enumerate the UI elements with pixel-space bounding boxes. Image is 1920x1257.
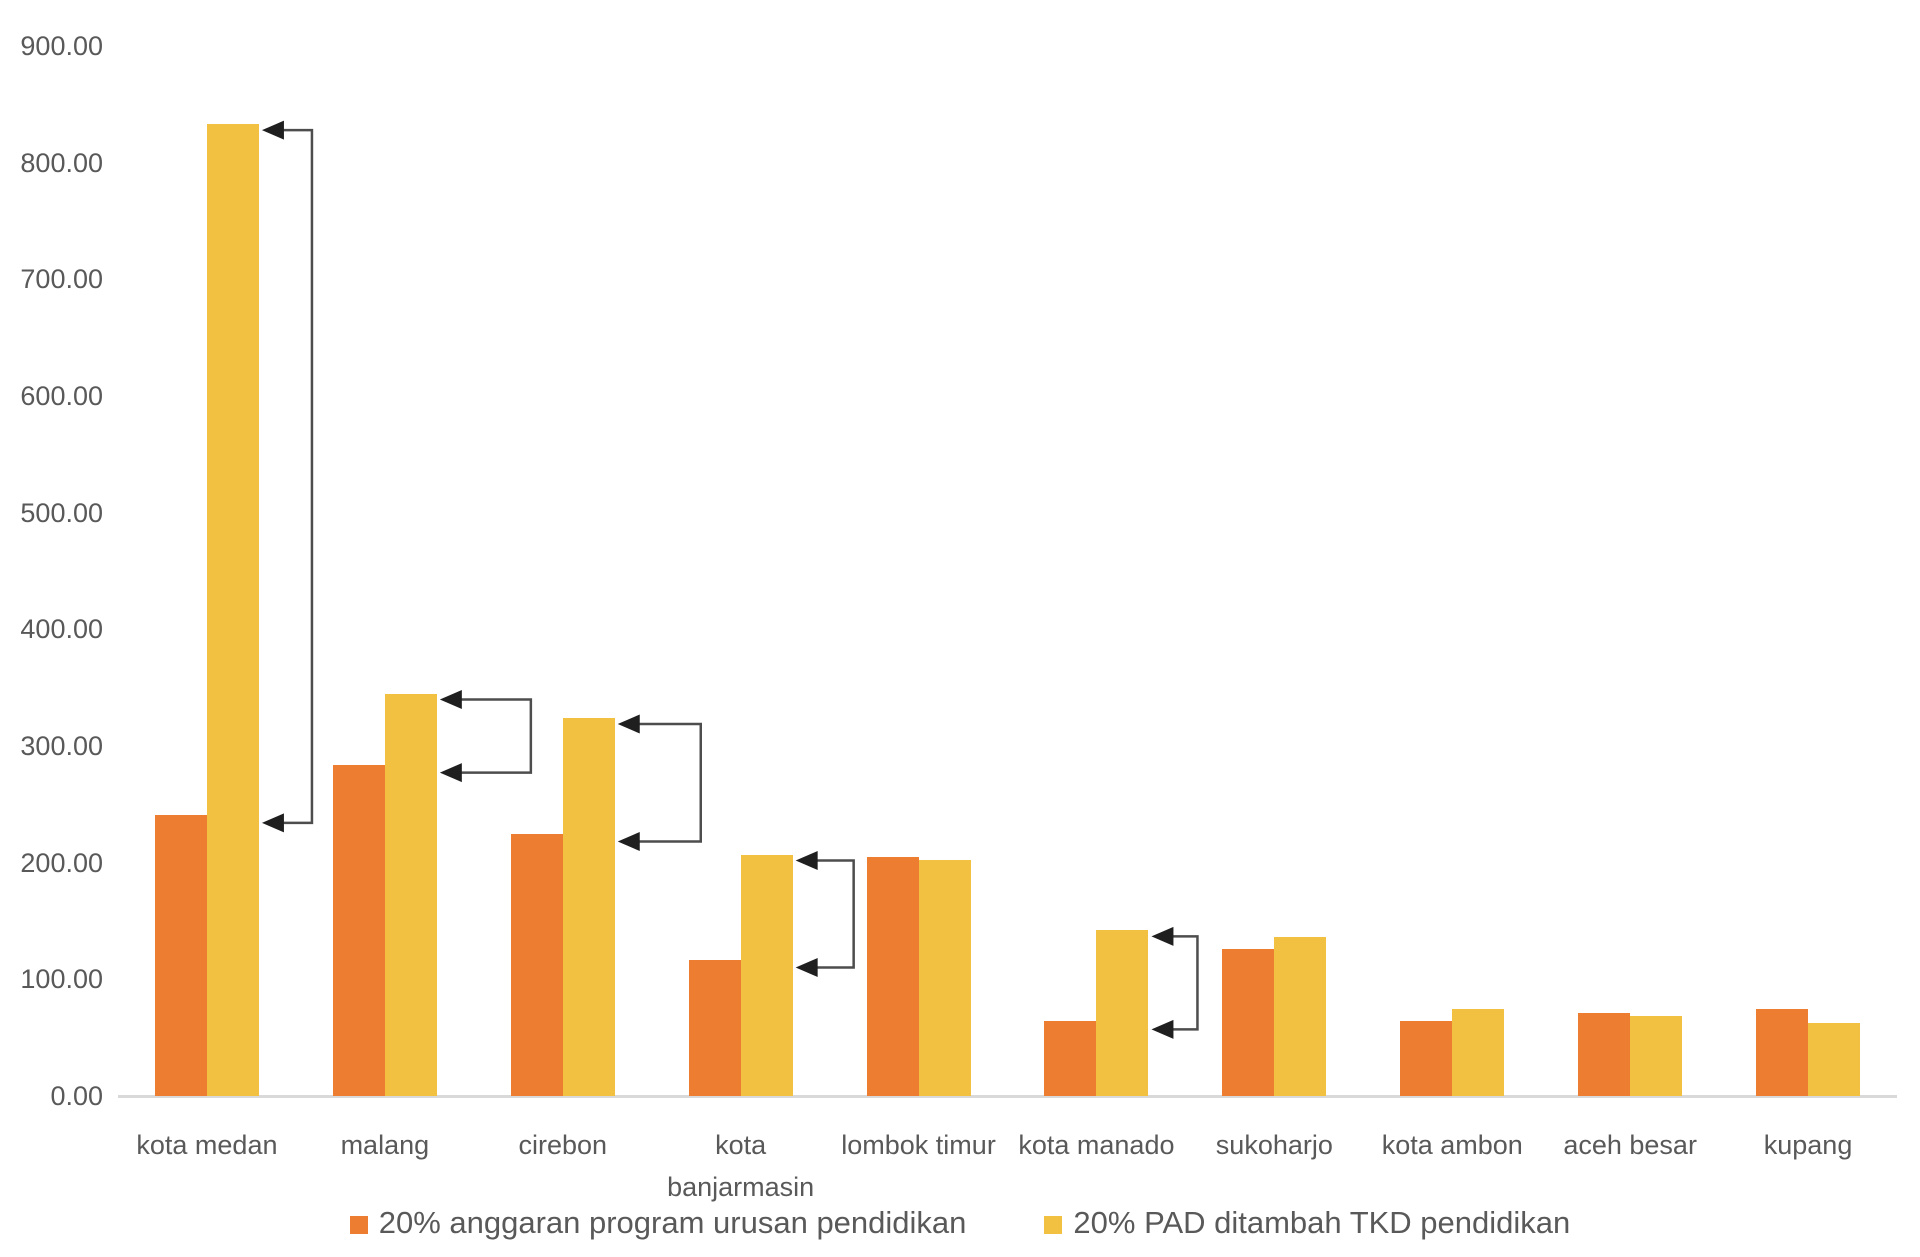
bar-yellow-kota-ambon — [1452, 1008, 1505, 1096]
x-axis-label-kota-banjarmasin: kota banjarmasin — [667, 1130, 815, 1202]
bar-yellow-kupang — [1808, 1022, 1861, 1096]
x-axis-label-lombok-timur: lombok timur — [841, 1130, 996, 1160]
y-axis-tick-label: 800.00 — [20, 147, 103, 178]
y-axis-tick-label: 500.00 — [20, 497, 103, 528]
legend-item-orange-series: 20% anggaran program urusan pendidikan — [349, 1205, 967, 1241]
bar-orange-malang — [332, 764, 385, 1096]
bar-orange-kota-ambon — [1400, 1021, 1453, 1096]
arrowhead-icon — [617, 832, 640, 851]
bar-orange-kota-manado — [1044, 1021, 1097, 1096]
bar-yellow-malang — [384, 693, 437, 1096]
x-axis-label-malang: malang — [340, 1130, 430, 1160]
bar-yellow-kota-banjarmasin — [740, 854, 793, 1096]
arrowhead-icon — [1151, 926, 1174, 946]
difference-arrow-kota-medan — [261, 120, 314, 833]
difference-arrow-kota-manado — [1151, 926, 1199, 1039]
legend-swatch-icon — [349, 1215, 368, 1234]
x-axis-label-sukoharjo: sukoharjo — [1215, 1130, 1333, 1160]
bar-orange-sukoharjo — [1222, 949, 1275, 1096]
y-axis-tick-label: 700.00 — [20, 264, 103, 295]
x-axis-line — [118, 1095, 1897, 1098]
bar-orange-lombok-timur — [866, 856, 919, 1096]
bar-orange-kota-medan — [154, 814, 207, 1096]
arrowhead-icon — [261, 120, 284, 140]
x-axis-label-kota-medan: kota medan — [136, 1130, 278, 1160]
arrowhead-icon — [795, 958, 818, 977]
y-axis-tick-label: 300.00 — [20, 731, 103, 761]
x-axis-label-kota-manado: kota manado — [1018, 1130, 1175, 1160]
arrowhead-icon — [261, 813, 284, 833]
arrowhead-icon — [1151, 1019, 1174, 1039]
x-axis-label-kupang: kupang — [1763, 1130, 1853, 1160]
legend-item-yellow-series: 20% PAD ditambah TKD pendidikan — [1044, 1205, 1570, 1241]
bar-yellow-lombok-timur — [918, 860, 971, 1096]
bar-yellow-cirebon — [562, 718, 615, 1096]
x-axis-label-kota-ambon: kota ambon — [1381, 1130, 1523, 1160]
bar-yellow-kota-manado — [1096, 930, 1149, 1096]
legend-label: 20% anggaran program urusan pendidikan — [378, 1205, 967, 1240]
difference-arrow-cirebon — [617, 714, 702, 851]
difference-arrow-malang — [439, 690, 533, 783]
bar-orange-kupang — [1756, 1008, 1809, 1096]
y-axis-tick-label: 0.00 — [50, 1081, 103, 1111]
y-axis-tick-label: 600.00 — [20, 381, 103, 411]
legend-label: 20% PAD ditambah TKD pendidikan — [1073, 1205, 1571, 1240]
y-axis-tick-label: 400.00 — [20, 614, 103, 645]
bar-orange-cirebon — [510, 833, 563, 1096]
arrowhead-icon — [439, 763, 462, 783]
y-axis-tick-label: 100.00 — [20, 964, 103, 995]
arrowhead-icon — [439, 690, 462, 709]
bar-yellow-sukoharjo — [1274, 937, 1327, 1096]
legend-swatch-icon — [1044, 1215, 1063, 1234]
x-axis-label-aceh-besar: aceh besar — [1563, 1130, 1697, 1160]
arrowhead-icon — [617, 714, 640, 734]
bar-orange-aceh-besar — [1578, 1013, 1631, 1096]
bar-yellow-kota-medan — [206, 124, 259, 1096]
legend: 20% anggaran program urusan pendidikan 20… — [0, 1205, 1920, 1241]
bar-yellow-aceh-besar — [1630, 1015, 1683, 1096]
bar-orange-kota-banjarmasin — [688, 959, 741, 1096]
difference-arrow-kota-banjarmasin — [795, 851, 855, 977]
y-axis-tick-label: 200.00 — [20, 847, 103, 878]
y-axis-tick-label: 900.00 — [20, 31, 103, 61]
arrowhead-icon — [795, 851, 818, 870]
x-axis-label-cirebon: cirebon — [518, 1130, 608, 1160]
